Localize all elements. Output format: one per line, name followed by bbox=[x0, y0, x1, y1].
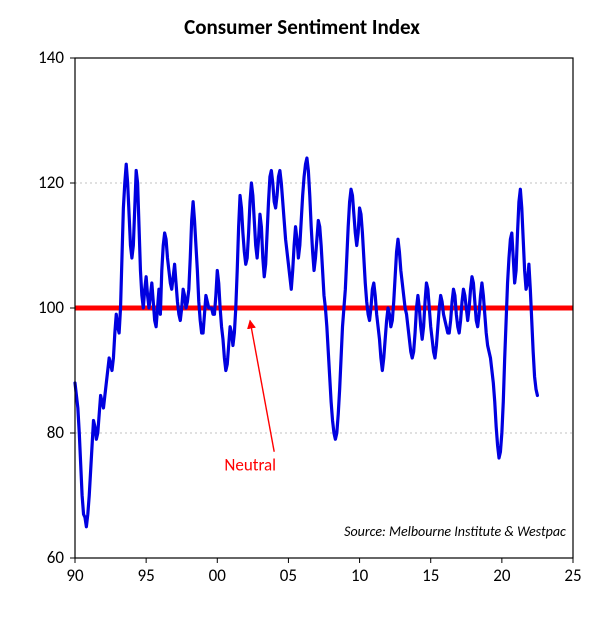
chart-svg: Consumer Sentiment Index Neutral 60 80 100 12… bbox=[0, 0, 604, 620]
y-tick-label: 120 bbox=[38, 172, 64, 193]
y-tick-label: 100 bbox=[38, 297, 64, 318]
y-tick-label: 60 bbox=[47, 547, 65, 568]
x-tick-label: 20 bbox=[493, 565, 511, 586]
x-tick-label: 00 bbox=[209, 565, 227, 586]
chart-title: Consumer Sentiment Index bbox=[184, 14, 420, 40]
neutral-label: Neutral bbox=[224, 455, 276, 476]
y-tick-label: 80 bbox=[47, 422, 65, 443]
x-tick-label: 25 bbox=[564, 565, 581, 586]
x-tick-label: 95 bbox=[138, 565, 155, 586]
x-tick-label: 05 bbox=[280, 565, 297, 586]
x-tick-label: 90 bbox=[66, 565, 84, 586]
source-note: Source: Melbourne Institute & Westpac bbox=[344, 523, 566, 540]
x-tick-label: 10 bbox=[351, 565, 369, 586]
y-tick-label: 140 bbox=[38, 47, 64, 68]
chart-container: Consumer Sentiment Index Neutral 60 80 100 12… bbox=[0, 0, 604, 620]
x-tick-label: 15 bbox=[422, 565, 439, 586]
